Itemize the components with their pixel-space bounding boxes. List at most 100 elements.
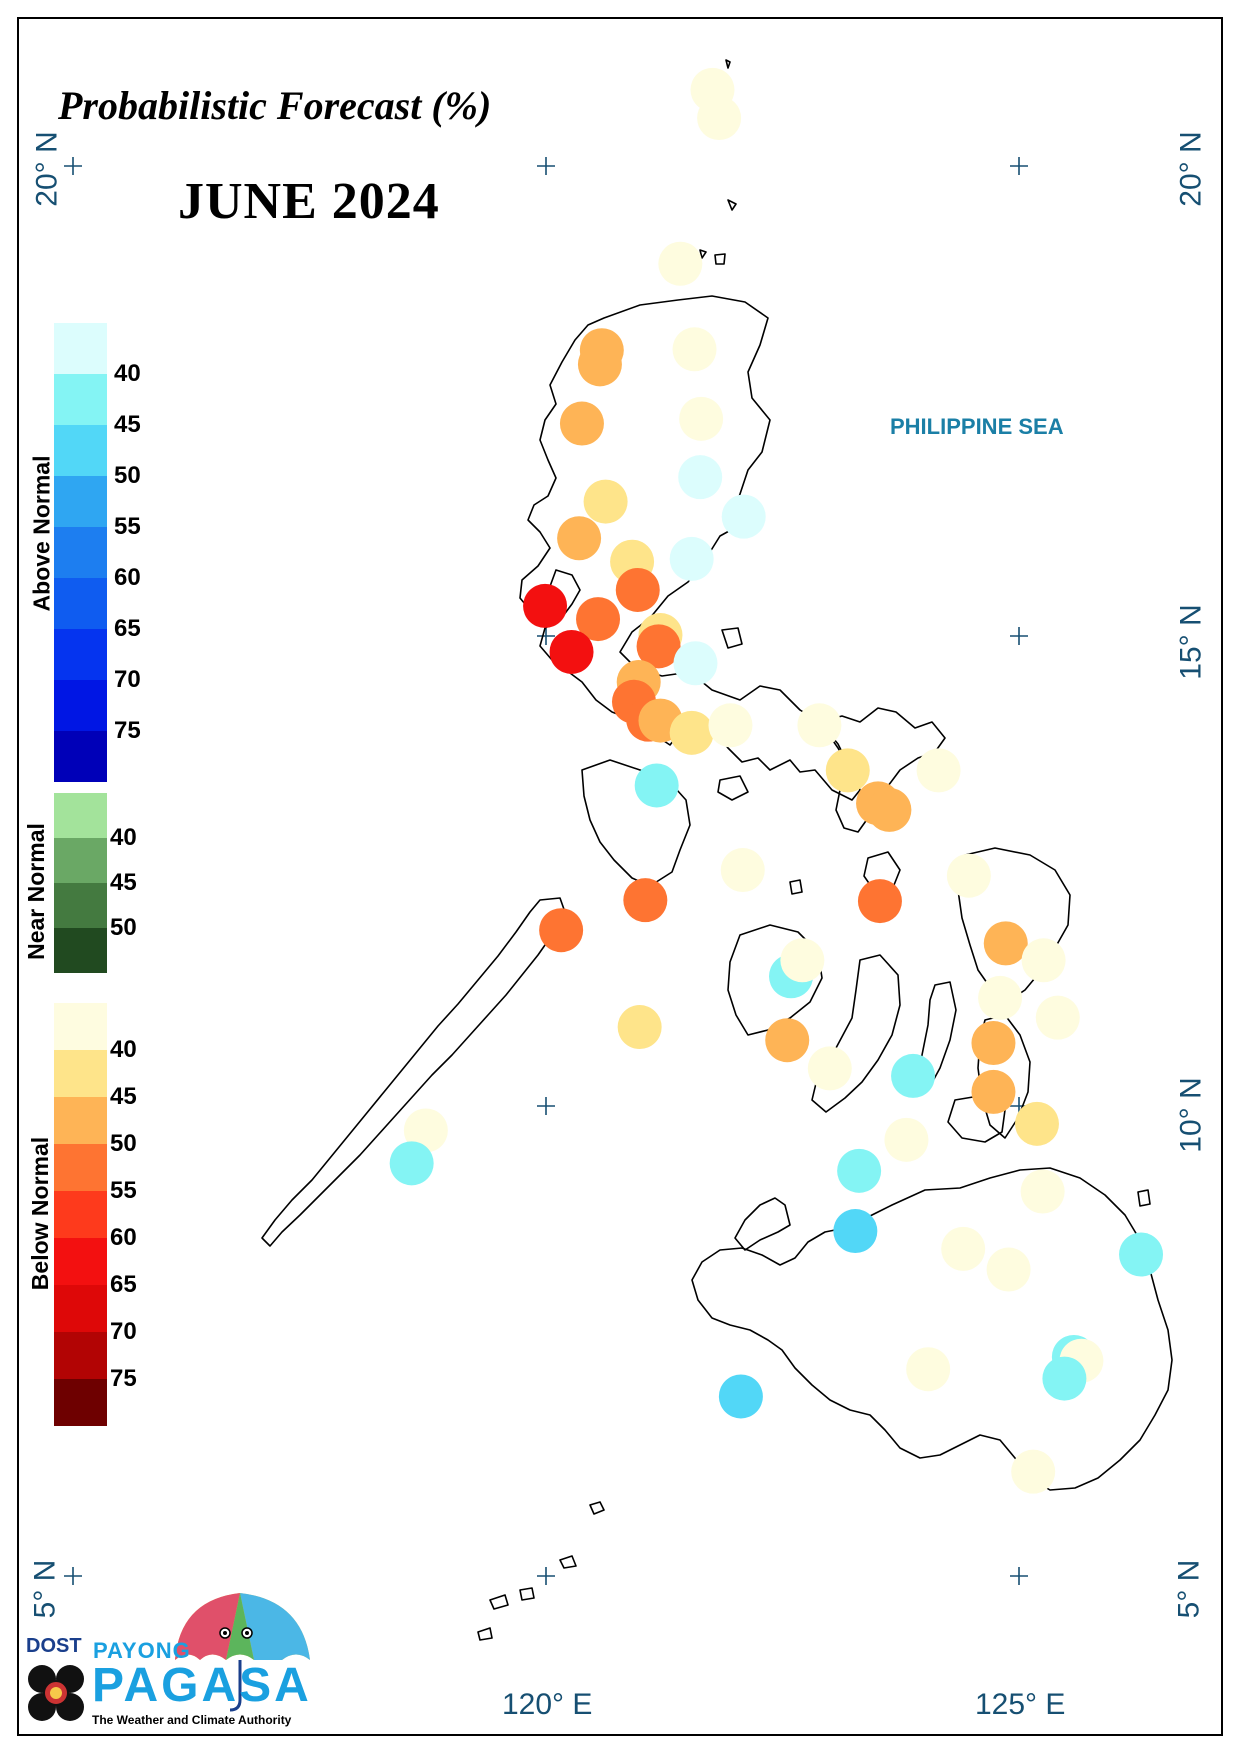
lat-label-15-right: 15° N bbox=[1174, 604, 1208, 680]
grid-cross bbox=[537, 1097, 555, 1115]
station-marker-below-9 bbox=[583, 479, 628, 524]
coast-marinduque bbox=[717, 775, 749, 801]
grid-cross bbox=[1010, 157, 1028, 175]
legend-tick-label: 60 bbox=[114, 564, 141, 591]
station-marker-below-46 bbox=[971, 1021, 1016, 1066]
legend-swatch bbox=[54, 793, 107, 838]
station-marker-below-1 bbox=[697, 96, 742, 141]
legend-tick-label: 50 bbox=[110, 914, 137, 941]
station-marker-below-28 bbox=[825, 748, 870, 793]
station-marker-below-53 bbox=[884, 1117, 929, 1162]
legend-tick-label: 75 bbox=[110, 1365, 137, 1392]
legend-swatch bbox=[54, 476, 107, 527]
grid-cross bbox=[1010, 627, 1028, 645]
station-marker-below-50 bbox=[1014, 1101, 1059, 1146]
legend-swatch bbox=[54, 1097, 107, 1144]
coast-zamboanga bbox=[734, 1197, 791, 1251]
coast-sulu bbox=[477, 1501, 605, 1641]
station-marker-above-63 bbox=[1042, 1356, 1087, 1401]
station-marker-below-31 bbox=[867, 787, 912, 832]
station-marker-below-36 bbox=[623, 878, 668, 923]
graticule bbox=[64, 157, 1028, 1585]
legend-label-near-normal: Near Normal bbox=[22, 823, 49, 960]
station-markers bbox=[389, 67, 1164, 1494]
umbrella-icon bbox=[28, 1593, 310, 1721]
legend-label-below-normal: Below Normal bbox=[27, 1136, 54, 1291]
lat-label-20-left: 20° N bbox=[30, 131, 64, 207]
station-marker-below-59 bbox=[986, 1247, 1031, 1292]
station-marker-above-48 bbox=[891, 1053, 936, 1098]
legend-above-normal bbox=[54, 323, 107, 782]
station-marker-below-11 bbox=[557, 516, 602, 561]
coastline bbox=[261, 59, 1173, 1641]
legend-tick-label: 50 bbox=[110, 1130, 137, 1157]
legend-below-normal bbox=[54, 1003, 107, 1426]
station-marker-below-26 bbox=[708, 703, 753, 748]
legend-label-above-normal: Above Normal bbox=[28, 455, 55, 612]
station-marker-below-37 bbox=[539, 908, 584, 953]
legend-tick-label: 65 bbox=[114, 615, 141, 642]
legend-swatch bbox=[54, 1191, 107, 1238]
map-frame bbox=[17, 17, 1223, 1736]
legend-tick-label: 45 bbox=[110, 869, 137, 896]
coast-batanes bbox=[699, 59, 737, 259]
station-marker-above-56 bbox=[833, 1209, 878, 1254]
station-marker-below-65 bbox=[1011, 1449, 1056, 1494]
coast-samar bbox=[957, 847, 1071, 1001]
station-marker-below-45 bbox=[765, 1018, 810, 1063]
station-marker-below-35 bbox=[946, 853, 991, 898]
legend-tick-label: 45 bbox=[110, 1083, 137, 1110]
station-marker-below-39 bbox=[1021, 938, 1066, 983]
coast-mindanao bbox=[691, 1167, 1173, 1491]
lat-label-20-right: 20° N bbox=[1174, 131, 1208, 207]
station-marker-below-25 bbox=[669, 710, 714, 755]
grid-cross bbox=[537, 157, 555, 175]
lon-label-120: 120° E bbox=[502, 1688, 593, 1721]
logo-payong: PAYONG bbox=[93, 1638, 191, 1663]
station-marker-below-7 bbox=[559, 401, 604, 446]
grid-cross bbox=[1010, 1567, 1028, 1585]
legend-swatch bbox=[54, 1050, 107, 1097]
legend-swatch bbox=[54, 680, 107, 731]
logo-pagasa: PAGASA bbox=[92, 1659, 312, 1712]
logo-tagline: The Weather and Climate Authority bbox=[92, 1713, 292, 1727]
legend-swatch bbox=[54, 374, 107, 425]
forecast-period: JUNE 2024 bbox=[178, 173, 440, 230]
legend-tick-label: 40 bbox=[110, 824, 137, 851]
station-marker-below-51 bbox=[403, 1108, 448, 1153]
coast-negros bbox=[811, 954, 901, 1113]
legend-swatch bbox=[54, 1285, 107, 1332]
station-marker-above-52 bbox=[389, 1141, 434, 1186]
lon-label-125: 125° E bbox=[975, 1688, 1066, 1721]
coast-bicol bbox=[819, 707, 946, 833]
station-marker-below-2 bbox=[658, 241, 703, 286]
station-marker-below-43 bbox=[1035, 995, 1080, 1040]
station-marker-below-55 bbox=[1020, 1169, 1065, 1214]
map-title: Probabilistic Forecast (%) bbox=[58, 83, 492, 128]
logo-dost: DOST bbox=[26, 1635, 82, 1657]
grid-cross bbox=[64, 157, 82, 175]
grid-cross bbox=[537, 1567, 555, 1585]
coast-leyte bbox=[977, 1014, 1031, 1139]
station-marker-below-34 bbox=[857, 879, 902, 924]
legend-swatch bbox=[54, 1003, 107, 1050]
station-marker-below-38 bbox=[983, 921, 1028, 966]
station-marker-below-57 bbox=[941, 1226, 986, 1271]
grid-cross bbox=[64, 1567, 82, 1585]
legend-swatch bbox=[54, 731, 107, 782]
legend-tick-label: 70 bbox=[114, 666, 141, 693]
lat-label-10-right: 10° N bbox=[1174, 1077, 1208, 1153]
legend-tick-label: 55 bbox=[110, 1177, 137, 1204]
station-marker-below-14 bbox=[615, 567, 660, 612]
legend-swatch bbox=[54, 1144, 107, 1191]
legend-tick-label: 75 bbox=[114, 717, 141, 744]
coast-polillo bbox=[721, 627, 743, 649]
sea-label: PHILIPPINE SEA bbox=[890, 414, 1064, 439]
station-marker-below-16 bbox=[576, 597, 621, 642]
coast-siargao bbox=[1137, 1189, 1151, 1207]
station-marker-below-41 bbox=[780, 938, 825, 983]
station-marker-below-5 bbox=[672, 327, 717, 372]
legend-swatch bbox=[54, 527, 107, 578]
legend-tick-label: 45 bbox=[114, 411, 141, 438]
